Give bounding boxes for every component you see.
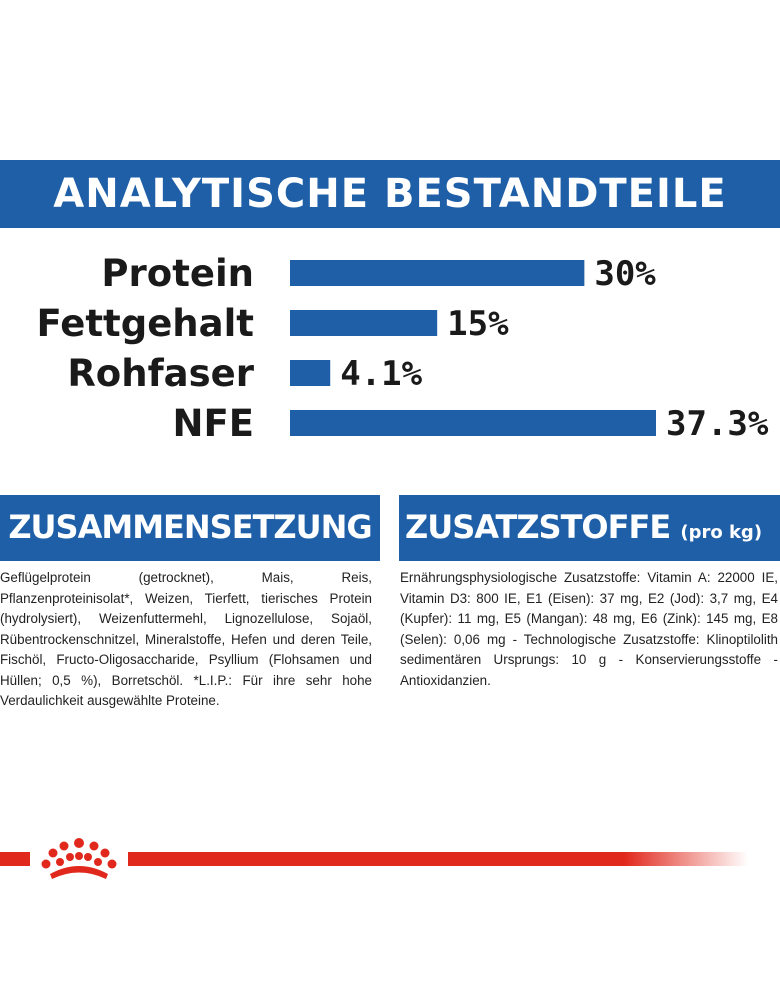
value-label: 15% [447,304,509,344]
category-label: Protein [101,252,254,295]
bar [290,360,331,386]
category-label: NFE [172,402,254,445]
brand-line-right [128,852,748,866]
value-label: 37.3% [666,404,769,444]
bar [290,310,438,336]
composition-heading: ZUSAMMENSETZUNG [0,495,380,561]
royal-canin-crown-icon [41,838,117,879]
composition-text: Geflügelprotein (getrocknet), Mais, Reis… [0,570,372,708]
additives-heading-unit: (pro kg) [680,522,763,543]
category-label: Rohfaser [67,352,254,395]
value-label: 30% [594,254,656,294]
additives-heading-text: ZUSATZSTOFFE [405,508,671,546]
composition-heading-text: ZUSAMMENSETZUNG [8,508,372,546]
bar [290,260,585,286]
category-label: Fettgehalt [36,302,254,345]
brand-line-left [0,852,30,866]
nutrient-bar-chart: Protein 30% Fettgehalt 15% Rohfaser 4.1% NFE 37… [36,252,769,445]
title-banner [0,160,780,228]
value-label: 4.1% [340,354,422,394]
additives-heading: ZUSATZSTOFFE (pro kg) [399,495,780,561]
page-title: ANALYTISCHE BESTANDTEILE [53,171,727,217]
additives-text: Ernährungsphysiologische Zusatzstoffe: V… [400,570,778,688]
bar [290,410,656,436]
